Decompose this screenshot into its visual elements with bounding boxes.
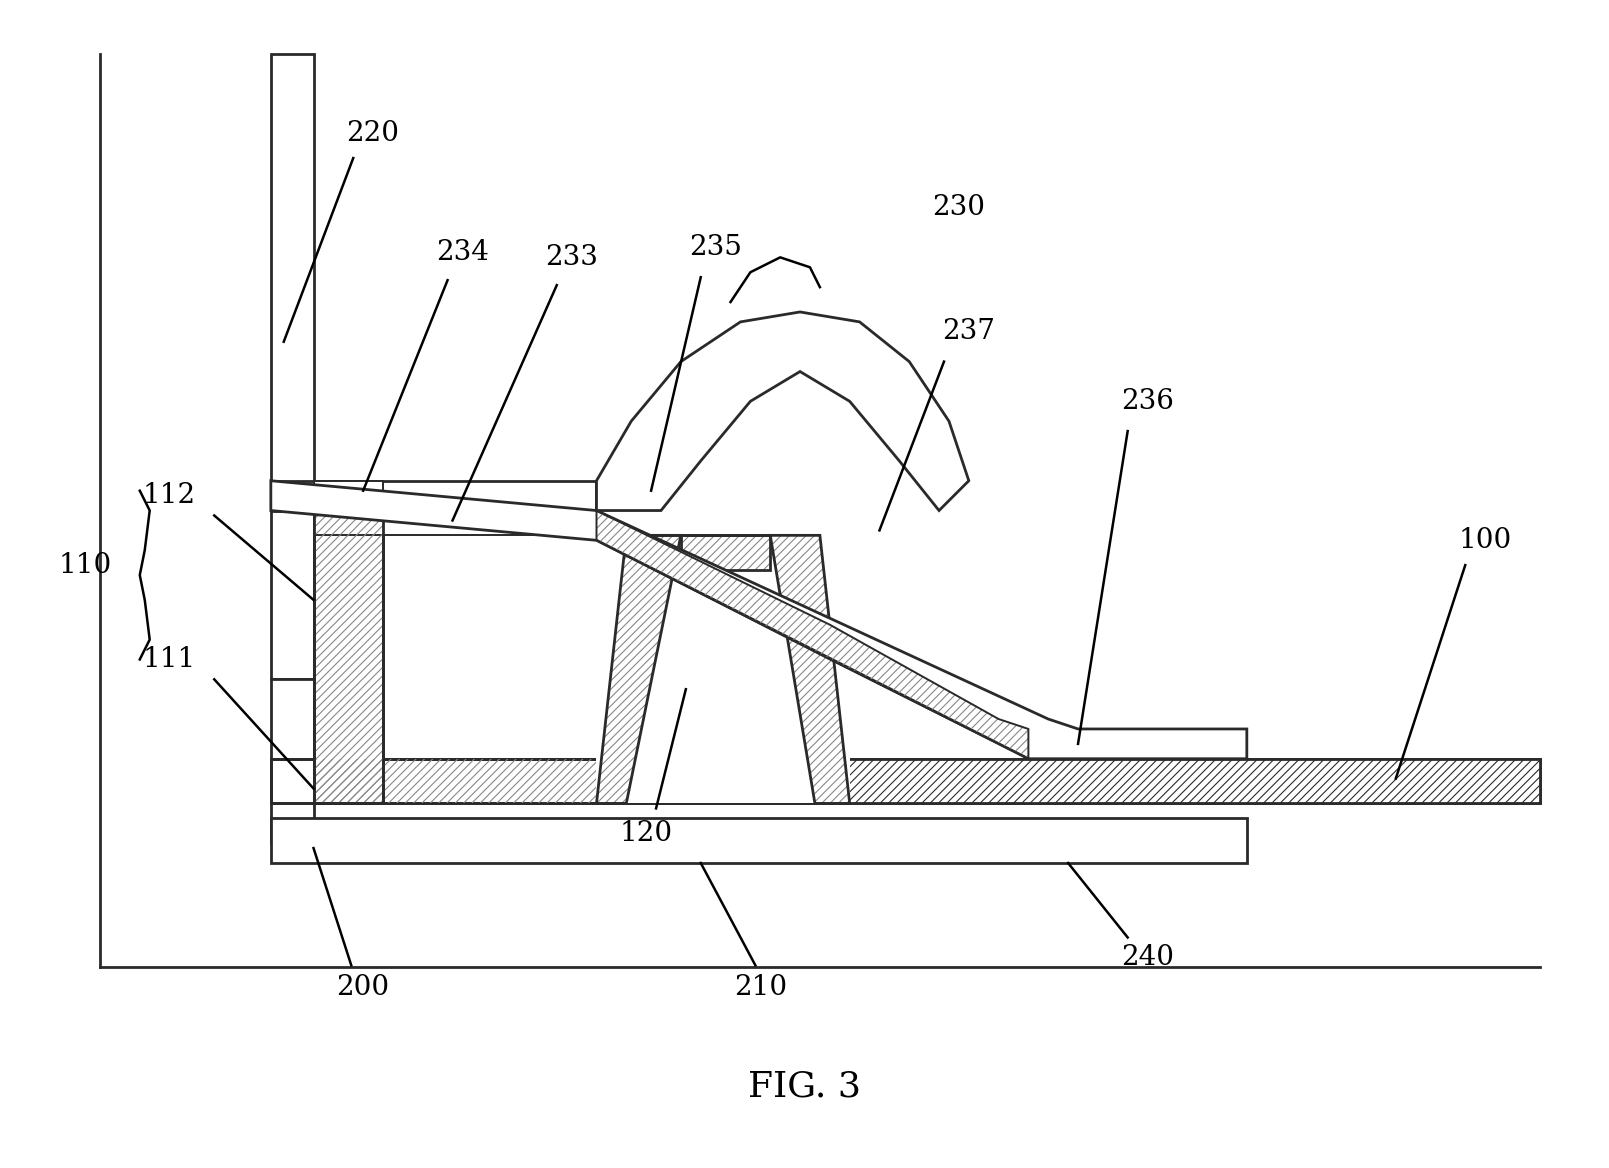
Bar [314,759,597,804]
Bar [597,759,1540,804]
Text: 112: 112 [143,482,196,509]
Bar [270,481,597,510]
Bar [681,535,771,570]
Polygon shape [597,312,969,510]
Polygon shape [270,481,1247,759]
Text: 236: 236 [1121,388,1175,415]
Bar [681,535,771,570]
Text: 240: 240 [1121,944,1175,971]
Bar [314,491,383,804]
Text: 210: 210 [734,974,787,1001]
Text: 237: 237 [943,319,996,346]
Polygon shape [597,535,850,804]
Bar [314,491,383,804]
Text: 235: 235 [689,234,742,260]
Text: 110: 110 [58,551,111,578]
Text: 234: 234 [436,239,489,266]
Bar [314,510,597,535]
Bar [270,54,314,680]
Text: 120: 120 [619,820,673,847]
Bar [270,680,314,843]
Text: 100: 100 [1458,527,1512,554]
Bar [270,759,1540,804]
Text: 200: 200 [336,974,389,1001]
Text: FIG. 3: FIG. 3 [748,1070,861,1104]
Bar [314,491,383,804]
Text: 233: 233 [545,244,599,271]
Bar [270,759,1540,804]
Bar [314,481,383,495]
Text: 230: 230 [932,194,985,221]
Text: 220: 220 [346,120,399,147]
Bar [270,819,1247,863]
Text: 111: 111 [143,646,196,673]
